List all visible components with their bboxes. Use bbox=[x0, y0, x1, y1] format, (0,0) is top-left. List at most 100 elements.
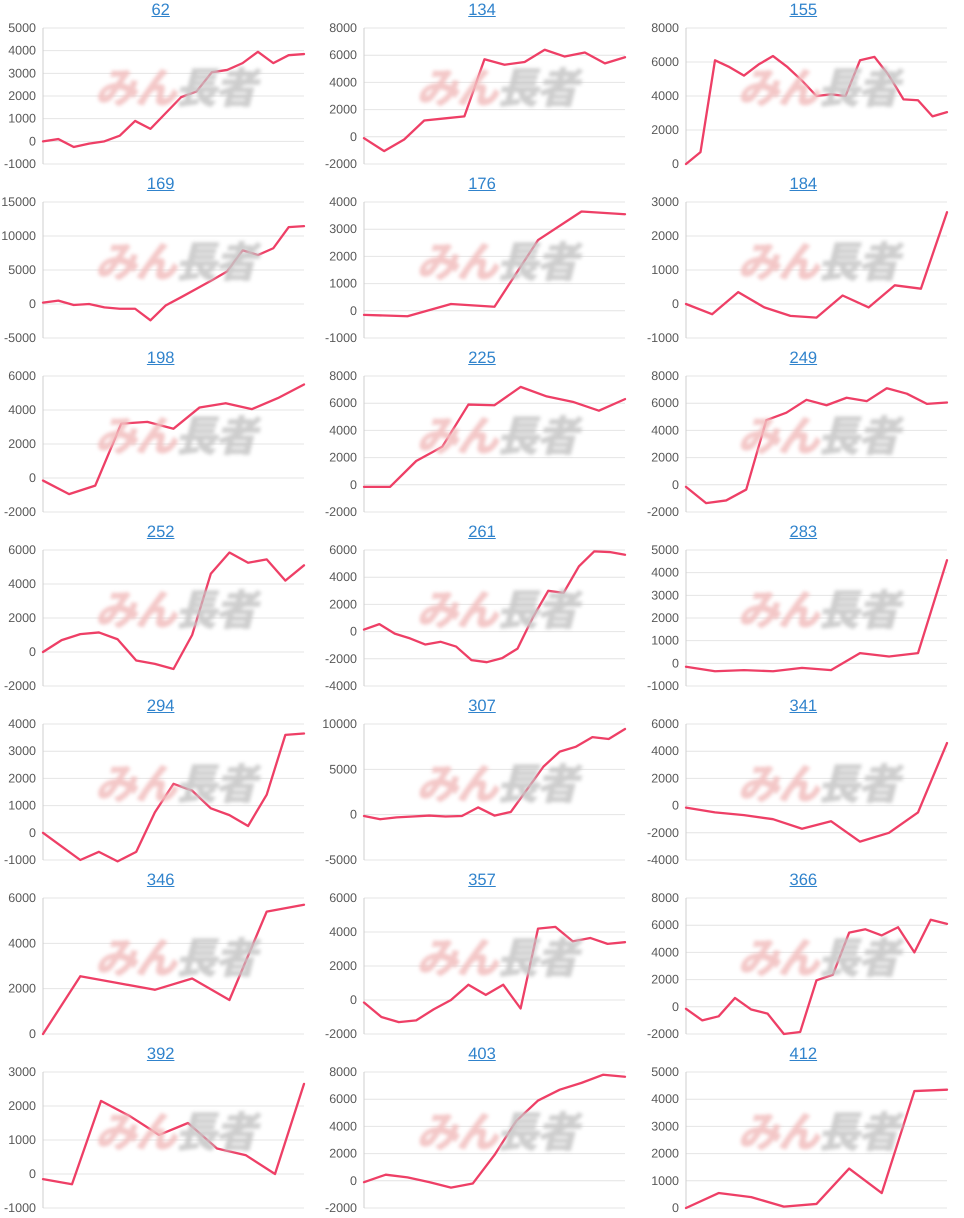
svg-text:6000: 6000 bbox=[8, 369, 36, 383]
svg-text:4000: 4000 bbox=[330, 423, 358, 437]
svg-text:-2000: -2000 bbox=[325, 1027, 357, 1041]
svg-text:4000: 4000 bbox=[8, 44, 36, 58]
svg-text:2000: 2000 bbox=[8, 982, 36, 996]
svg-text:0: 0 bbox=[672, 157, 679, 171]
svg-text:2000: 2000 bbox=[8, 611, 36, 625]
svg-text:4000: 4000 bbox=[651, 945, 679, 959]
svg-text:-1000: -1000 bbox=[4, 853, 36, 867]
svg-text:3000: 3000 bbox=[651, 195, 679, 209]
svg-text:6000: 6000 bbox=[330, 1092, 358, 1106]
svg-text:5000: 5000 bbox=[8, 263, 36, 277]
svg-text:0: 0 bbox=[350, 478, 357, 492]
svg-text:0: 0 bbox=[350, 993, 357, 1007]
svg-text:2000: 2000 bbox=[330, 959, 358, 973]
svg-text:1000: 1000 bbox=[330, 277, 358, 291]
svg-text:2000: 2000 bbox=[651, 451, 679, 465]
svg-text:4000: 4000 bbox=[330, 195, 358, 209]
svg-text:0: 0 bbox=[672, 799, 679, 813]
svg-text:-4000: -4000 bbox=[325, 679, 357, 693]
svg-text:-1000: -1000 bbox=[4, 1201, 36, 1215]
svg-text:3000: 3000 bbox=[8, 66, 36, 80]
svg-text:-1000: -1000 bbox=[647, 331, 679, 345]
svg-text:8000: 8000 bbox=[651, 369, 679, 383]
svg-text:0: 0 bbox=[672, 1201, 679, 1215]
svg-text:6000: 6000 bbox=[330, 891, 358, 905]
svg-text:2000: 2000 bbox=[330, 451, 358, 465]
svg-text:6000: 6000 bbox=[651, 717, 679, 731]
svg-text:-5000: -5000 bbox=[325, 853, 357, 867]
svg-text:-4000: -4000 bbox=[647, 853, 679, 867]
svg-text:2000: 2000 bbox=[8, 89, 36, 103]
svg-text:2000: 2000 bbox=[651, 611, 679, 625]
svg-text:2000: 2000 bbox=[330, 597, 358, 611]
svg-text:4000: 4000 bbox=[651, 744, 679, 758]
svg-text:2000: 2000 bbox=[8, 1099, 36, 1113]
svg-text:-1000: -1000 bbox=[647, 679, 679, 693]
svg-text:3000: 3000 bbox=[651, 588, 679, 602]
svg-text:-2000: -2000 bbox=[4, 679, 36, 693]
svg-text:3000: 3000 bbox=[8, 1065, 36, 1079]
svg-text:2000: 2000 bbox=[651, 973, 679, 987]
svg-text:0: 0 bbox=[672, 1000, 679, 1014]
svg-text:1000: 1000 bbox=[8, 1133, 36, 1147]
svg-text:0: 0 bbox=[29, 134, 36, 148]
svg-text:2000: 2000 bbox=[8, 771, 36, 785]
svg-text:-2000: -2000 bbox=[647, 826, 679, 840]
svg-text:10000: 10000 bbox=[323, 717, 358, 731]
svg-text:0: 0 bbox=[350, 304, 357, 318]
svg-text:0: 0 bbox=[672, 656, 679, 670]
svg-text:0: 0 bbox=[350, 625, 357, 639]
svg-text:0: 0 bbox=[29, 297, 36, 311]
svg-text:-2000: -2000 bbox=[325, 157, 357, 171]
svg-text:1000: 1000 bbox=[651, 634, 679, 648]
svg-text:4000: 4000 bbox=[8, 577, 36, 591]
svg-text:4000: 4000 bbox=[330, 570, 358, 584]
svg-text:-2000: -2000 bbox=[647, 1027, 679, 1041]
svg-text:-5000: -5000 bbox=[4, 331, 36, 345]
svg-text:2000: 2000 bbox=[330, 1147, 358, 1161]
svg-text:-1000: -1000 bbox=[4, 157, 36, 171]
svg-text:2000: 2000 bbox=[651, 1147, 679, 1161]
svg-text:-2000: -2000 bbox=[4, 505, 36, 519]
svg-text:3000: 3000 bbox=[8, 744, 36, 758]
svg-text:1000: 1000 bbox=[651, 1174, 679, 1188]
svg-text:4000: 4000 bbox=[651, 566, 679, 580]
svg-text:2000: 2000 bbox=[330, 103, 358, 117]
svg-text:8000: 8000 bbox=[651, 21, 679, 35]
svg-text:5000: 5000 bbox=[8, 21, 36, 35]
svg-text:15000: 15000 bbox=[1, 195, 36, 209]
svg-text:8000: 8000 bbox=[330, 21, 358, 35]
svg-text:0: 0 bbox=[29, 1167, 36, 1181]
svg-text:6000: 6000 bbox=[651, 55, 679, 69]
svg-text:4000: 4000 bbox=[330, 925, 358, 939]
svg-text:0: 0 bbox=[29, 1027, 36, 1041]
svg-text:6000: 6000 bbox=[330, 543, 358, 557]
svg-text:6000: 6000 bbox=[8, 891, 36, 905]
svg-text:2000: 2000 bbox=[8, 437, 36, 451]
svg-text:3000: 3000 bbox=[330, 222, 358, 236]
svg-text:4000: 4000 bbox=[651, 1092, 679, 1106]
svg-text:4000: 4000 bbox=[8, 936, 36, 950]
svg-text:10000: 10000 bbox=[1, 229, 36, 243]
svg-text:5000: 5000 bbox=[651, 1065, 679, 1079]
svg-text:4000: 4000 bbox=[330, 75, 358, 89]
svg-text:6000: 6000 bbox=[651, 396, 679, 410]
svg-text:1000: 1000 bbox=[651, 263, 679, 277]
svg-text:0: 0 bbox=[350, 130, 357, 144]
svg-text:5000: 5000 bbox=[651, 543, 679, 557]
svg-text:0: 0 bbox=[350, 808, 357, 822]
svg-text:8000: 8000 bbox=[330, 369, 358, 383]
svg-text:4000: 4000 bbox=[330, 1119, 358, 1133]
svg-text:0: 0 bbox=[29, 826, 36, 840]
svg-text:5000: 5000 bbox=[330, 762, 358, 776]
svg-text:-1000: -1000 bbox=[325, 331, 357, 345]
svg-text:2000: 2000 bbox=[651, 123, 679, 137]
svg-text:4000: 4000 bbox=[8, 717, 36, 731]
svg-text:0: 0 bbox=[29, 471, 36, 485]
svg-text:0: 0 bbox=[672, 297, 679, 311]
svg-text:6000: 6000 bbox=[8, 543, 36, 557]
svg-text:6000: 6000 bbox=[651, 918, 679, 932]
svg-text:6000: 6000 bbox=[330, 396, 358, 410]
svg-text:0: 0 bbox=[672, 478, 679, 492]
svg-text:-2000: -2000 bbox=[647, 505, 679, 519]
